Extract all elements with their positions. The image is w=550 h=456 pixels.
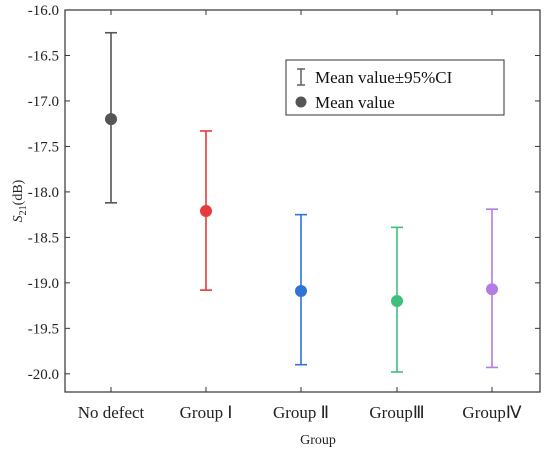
mean-point-1 <box>200 205 212 218</box>
y-tick-label-8: -20.0 <box>28 367 59 383</box>
x-axis-title: Group <box>300 433 336 448</box>
mean-point-2 <box>295 285 307 298</box>
y-tick-label-2: -17.0 <box>28 94 59 110</box>
mean-point-4 <box>486 283 498 296</box>
legend: Mean value±95%CI Mean value <box>285 59 505 116</box>
y-tick-label-5: -18.5 <box>28 230 59 246</box>
y-tick-label-1: -16.5 <box>28 48 59 64</box>
x-category-label-0: No defect <box>78 403 145 422</box>
plot-frame <box>64 9 541 393</box>
legend-errorbar-icon <box>297 68 305 86</box>
mean-points <box>105 113 498 308</box>
legend-box <box>285 59 505 116</box>
x-category-label-2: Group Ⅱ <box>273 403 329 422</box>
x-axis-category-labels: No defect Group Ⅰ Group Ⅱ GroupⅢ GroupⅣ <box>78 403 522 422</box>
mean-point-3 <box>391 295 403 308</box>
y-tick-label-3: -17.5 <box>28 139 59 155</box>
y-axis-ticks <box>65 9 540 375</box>
y-axis-title-main: S <box>11 215 26 222</box>
legend-mean-dot-icon <box>295 96 307 108</box>
y-axis-tick-labels: -16.0 -16.5 -17.0 -17.5 -18.0 -18.5 -19.0 -19.5… <box>28 3 59 383</box>
legend-entry-ci: Mean value±95%CI <box>315 68 453 87</box>
legend-entry-mean: Mean value <box>315 93 395 112</box>
mean-point-0 <box>105 113 117 126</box>
y-tick-label-4: -18.0 <box>28 185 59 201</box>
x-category-label-3: GroupⅢ <box>369 403 424 422</box>
x-axis-ticks <box>110 10 493 392</box>
x-category-label-1: Group Ⅰ <box>180 403 233 422</box>
y-axis-title: S21(dB) <box>11 179 29 222</box>
y-tick-label-6: -19.0 <box>28 276 59 292</box>
y-axis-title-unit: (dB) <box>11 179 26 205</box>
x-category-label-4: GroupⅣ <box>462 403 521 422</box>
y-axis-title-sub: 21 <box>18 205 29 215</box>
y-tick-label-0: -16.0 <box>28 3 59 19</box>
svg-text:S21(dB): S21(dB) <box>11 179 29 222</box>
y-tick-label-7: -19.5 <box>28 321 59 337</box>
